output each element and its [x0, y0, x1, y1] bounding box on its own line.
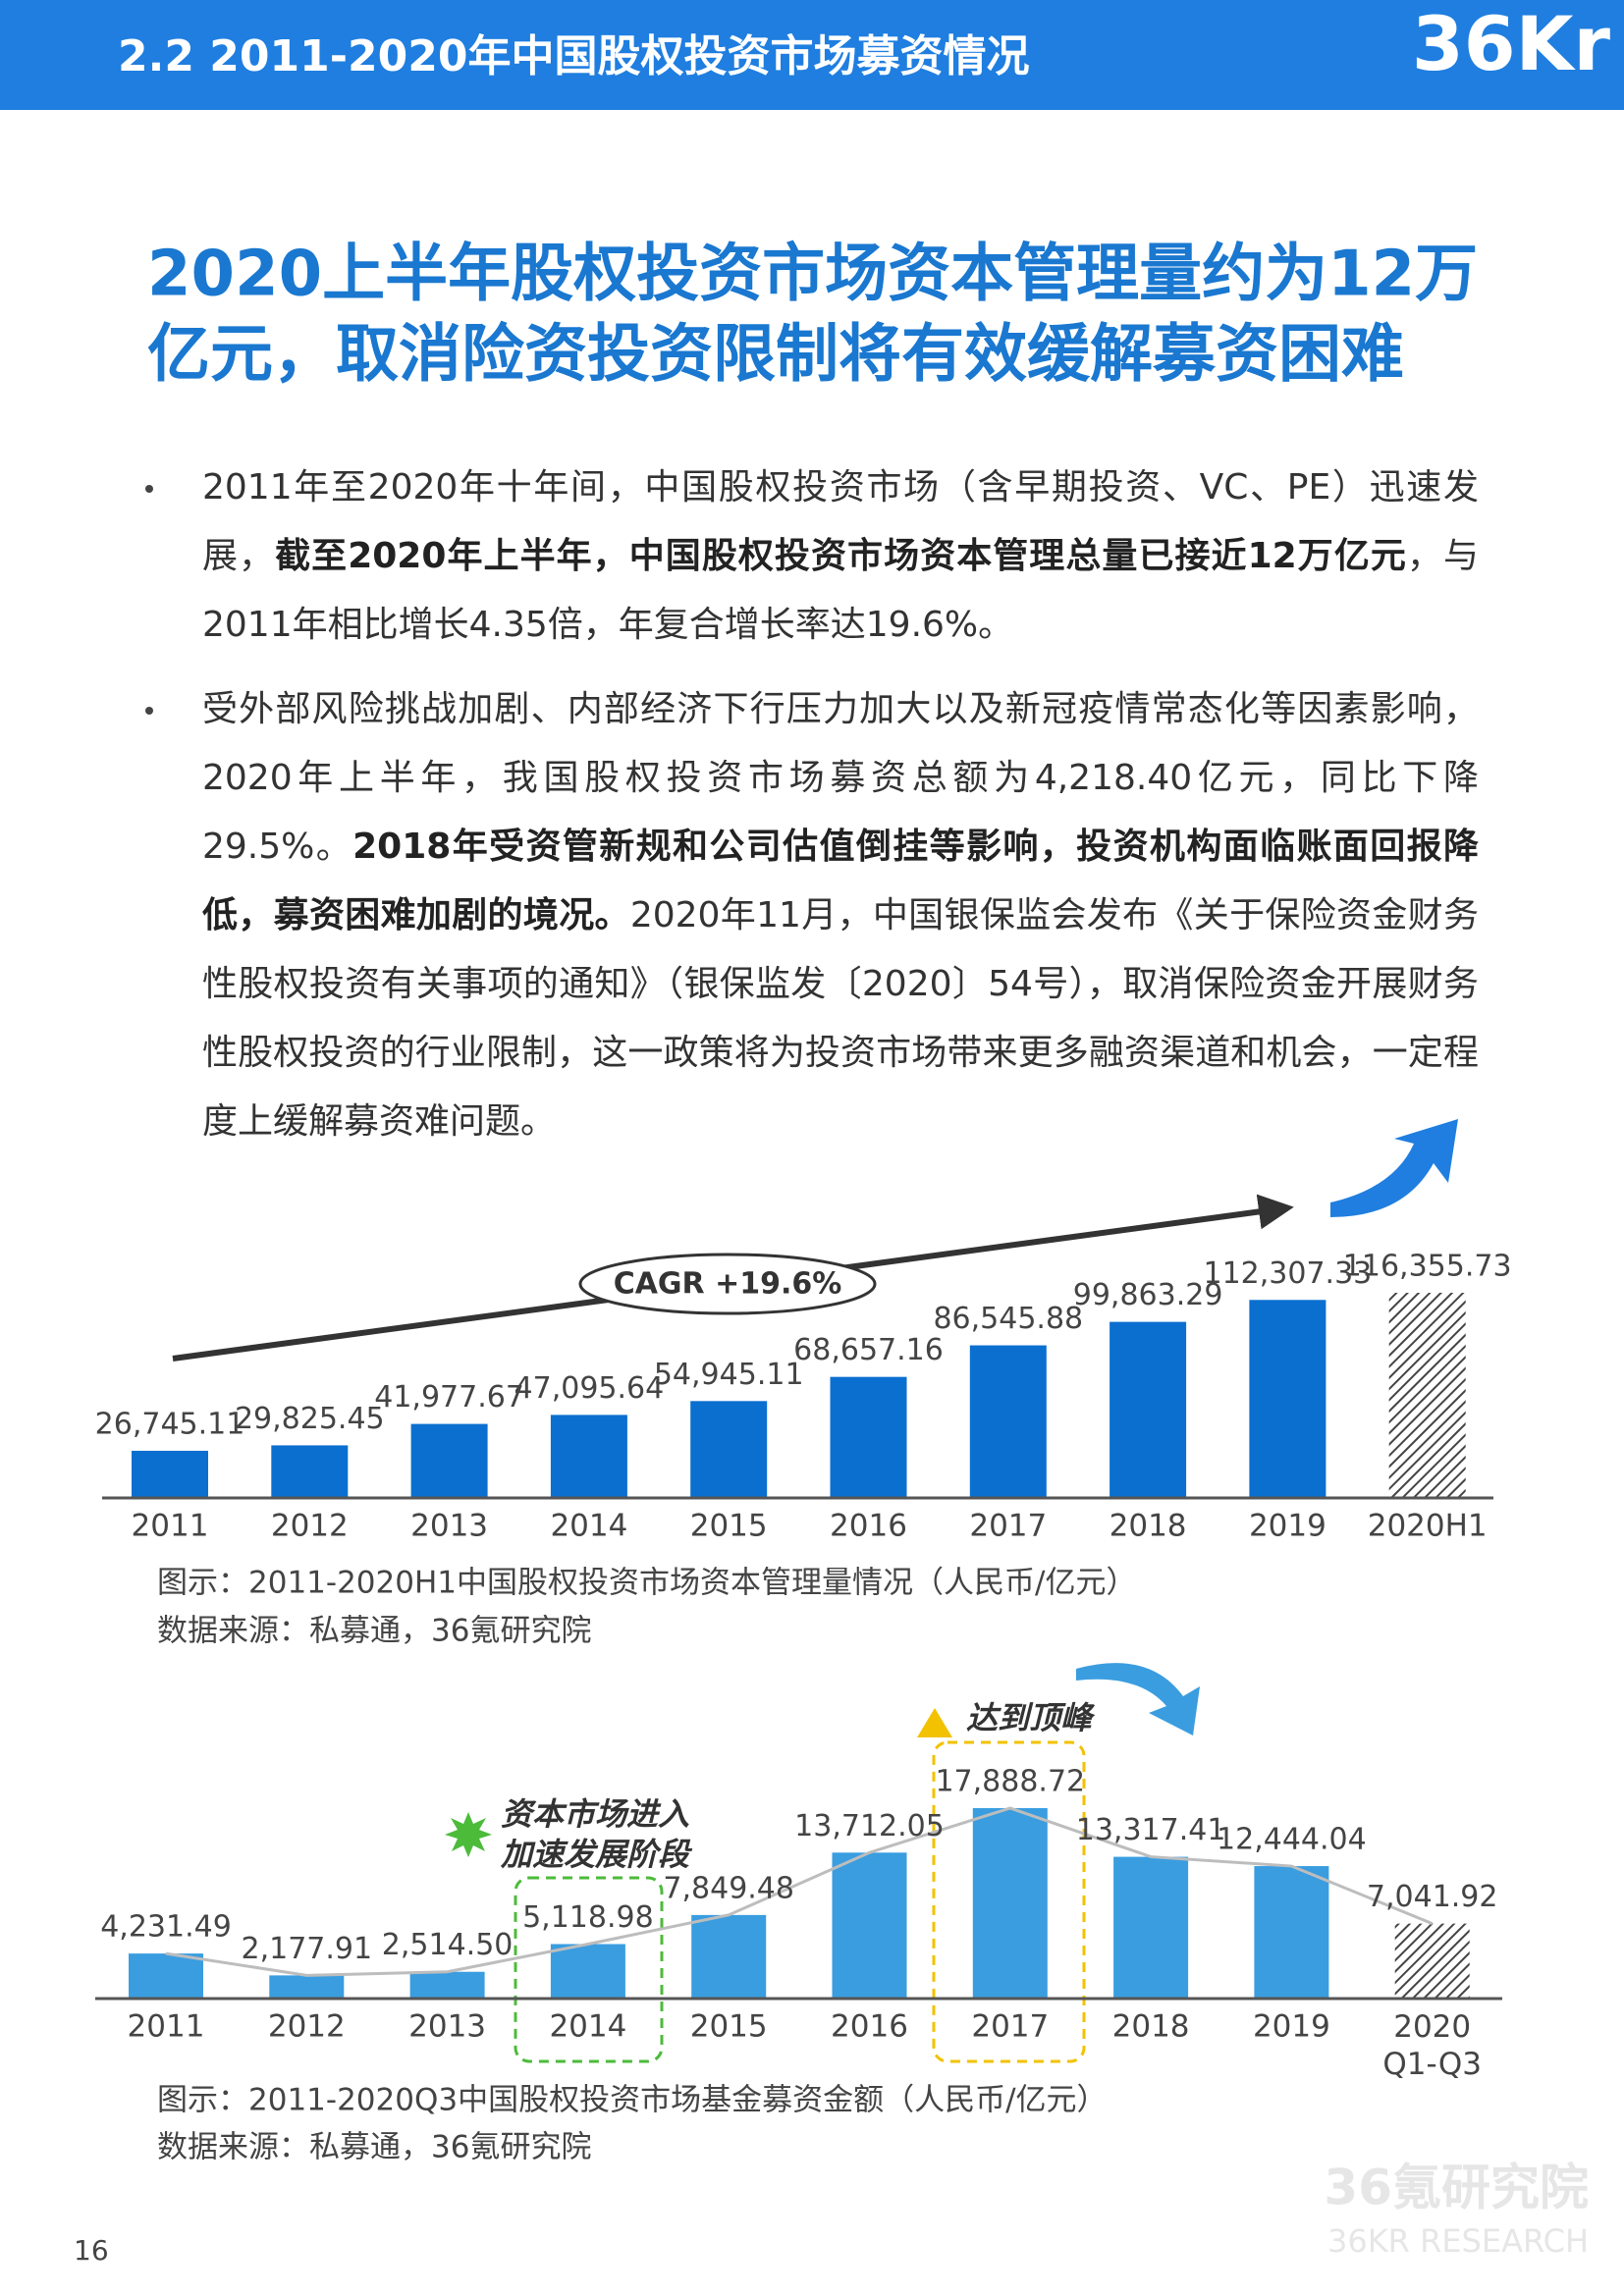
- watermark: 36KR RESEARCH: [1327, 2222, 1589, 2260]
- x-tick-label: 2016: [830, 1509, 907, 1544]
- value-label: 2,177.91: [242, 1932, 373, 1966]
- logo: 36Kr: [1412, 0, 1611, 87]
- x-tick-label: 2012: [271, 1509, 349, 1544]
- x-tick-label: 2017: [971, 2009, 1049, 2045]
- value-label: 54,945.11: [654, 1358, 804, 1392]
- peak-arrow: [1076, 1663, 1200, 1735]
- growth-arrow: [1330, 1119, 1458, 1217]
- x-tick-label: 2020 Q1-Q3: [1382, 2009, 1482, 2082]
- x-tick-label: 2016: [831, 2009, 908, 2045]
- value-label: 68,657.16: [793, 1333, 944, 1367]
- x-tick-label: 2014: [549, 2009, 626, 2045]
- value-label: 116,355.73: [1343, 1250, 1512, 1284]
- value-label: 4,231.49: [100, 1910, 232, 1945]
- stage-box: [514, 1876, 664, 2063]
- bar: [132, 1450, 208, 1498]
- bar: [409, 1971, 485, 1999]
- value-label: 99,863.29: [1073, 1278, 1223, 1312]
- value-label: 47,095.64: [514, 1371, 665, 1406]
- value-label: 12,444.04: [1217, 1823, 1367, 1857]
- bar: [969, 1345, 1047, 1498]
- stage-label: 资本市场进入: [501, 1795, 689, 1833]
- bar: [271, 1445, 349, 1498]
- value-label: 29,825.45: [235, 1402, 385, 1436]
- x-tick-label-line: 2020: [1393, 2009, 1471, 2045]
- bullet: 受外部风险挑战加剧、内部经济下行压力加大以及新冠疫情常态化等因素影响，2020年…: [145, 675, 1479, 1156]
- value-label: 112,307.33: [1204, 1256, 1373, 1291]
- value-label: 7,041.92: [1367, 1880, 1498, 1914]
- bar: [830, 1376, 907, 1498]
- bar: [1113, 1856, 1189, 1999]
- peak-box: [932, 1740, 1086, 2063]
- text: 受外部风险挑战加剧、内部经济下行压力加大以及新冠疫情常态化等因素影响，2020年…: [202, 689, 1479, 867]
- x-tick-label: 2018: [1112, 2009, 1190, 2045]
- value-label: 5,118.98: [522, 1900, 654, 1935]
- value-label: 13,712.05: [794, 1809, 945, 1843]
- peak-label: 达到顶峰: [966, 1699, 1096, 1736]
- cagr-label: CAGR +19.6%: [614, 1267, 842, 1302]
- value-label: 17,888.72: [935, 1765, 1085, 1799]
- bar: [269, 1975, 345, 1999]
- bullet-list: 2011年至2020年十年间，中国股权投资市场（含早期投资、VC、PE）迅速发展…: [145, 454, 1479, 1172]
- bar: [1394, 1923, 1470, 1999]
- source: 数据来源：私募通，36氪研究院: [157, 2130, 591, 2165]
- caption: 图示：2011-2020Q3中国股权投资市场基金募资金额（人民币/亿元）: [157, 2083, 1108, 2118]
- x-tick-label: 2011: [128, 2009, 205, 2045]
- bar: [550, 1944, 625, 1999]
- headline: 2020上半年股权投资市场资本管理量约为12万: [147, 239, 1478, 311]
- bar: [1388, 1293, 1466, 1498]
- bar: [550, 1415, 627, 1498]
- bar: [410, 1423, 488, 1498]
- x-tick-label: 2011: [132, 1509, 209, 1544]
- page-number: 16: [74, 2234, 109, 2267]
- value-label: 26,745.11: [95, 1407, 245, 1441]
- x-tick-label: 2019: [1253, 2009, 1330, 2045]
- bar: [1110, 1321, 1187, 1498]
- peak-icon: [917, 1708, 952, 1737]
- x-tick-label: 2018: [1110, 1509, 1187, 1544]
- bar: [129, 1953, 203, 1999]
- watermark: 36氪研究院: [1324, 2160, 1589, 2216]
- x-tick-label-line: Q1-Q3: [1382, 2047, 1482, 2082]
- bar: [832, 1852, 907, 1999]
- x-tick-label: 2014: [550, 1509, 627, 1544]
- x-tick-label: 2012: [268, 2009, 346, 2045]
- bar: [690, 1401, 768, 1498]
- bar: [691, 1914, 767, 1999]
- value-label: 2,514.50: [382, 1928, 514, 1962]
- caption: 图示：2011-2020H1中国股权投资市场资本管理量情况（人民币/亿元）: [157, 1566, 1136, 1601]
- cagr-ellipse: [578, 1253, 877, 1315]
- bold-text: 截至2020年上半年，中国股权投资市场资本管理总量已接近12万亿元: [275, 536, 1407, 576]
- x-tick-label: 2013: [408, 2009, 486, 2045]
- x-tick-label: 2013: [410, 1509, 488, 1544]
- header-bar: [0, 0, 1624, 110]
- bar: [972, 1808, 1048, 1999]
- stage-label: 加速发展阶段: [500, 1836, 693, 1873]
- x-tick-label: 2017: [969, 1509, 1047, 1544]
- x-tick-label: 2019: [1249, 1509, 1326, 1544]
- bar: [1249, 1300, 1326, 1498]
- x-tick-label: 2015: [690, 2009, 768, 2045]
- bar: [1254, 1866, 1329, 1999]
- text: 2020年11月，中国银保监会发布《关于保险资金财务性股权投资有关事项的通知》（…: [202, 895, 1479, 1142]
- text: 2011年至2020年十年间，中国股权投资市场（含早期投资、VC、PE）迅速发展…: [202, 467, 1479, 576]
- source: 数据来源：私募通，36氪研究院: [157, 1614, 591, 1649]
- value-label: 86,545.88: [933, 1302, 1083, 1336]
- stage-icon: [445, 1812, 492, 1857]
- x-tick-label: 2015: [690, 1509, 768, 1544]
- value-label: 41,977.67: [374, 1380, 524, 1415]
- connector-line: [165, 1806, 1434, 1977]
- text: ，与2011年相比增长4.35倍，年复合增长率达19.6%。: [202, 536, 1479, 645]
- bullet: 2011年至2020年十年间，中国股权投资市场（含早期投资、VC、PE）迅速发展…: [145, 454, 1479, 660]
- header-title: 2.2 2011-2020年中国股权投资市场募资情况: [118, 31, 1029, 81]
- bold-text: 2018年受资管新规和公司估值倒挂等影响，投资机构面临账面回报降低，募资困难加剧…: [202, 827, 1479, 935]
- value-label: 13,317.41: [1076, 1813, 1226, 1847]
- value-label: 7,849.48: [663, 1871, 794, 1905]
- x-tick-label: 2020H1: [1368, 1509, 1488, 1544]
- headline: 亿元，取消险资投资限制将有效缓解募资困难: [147, 319, 1404, 392]
